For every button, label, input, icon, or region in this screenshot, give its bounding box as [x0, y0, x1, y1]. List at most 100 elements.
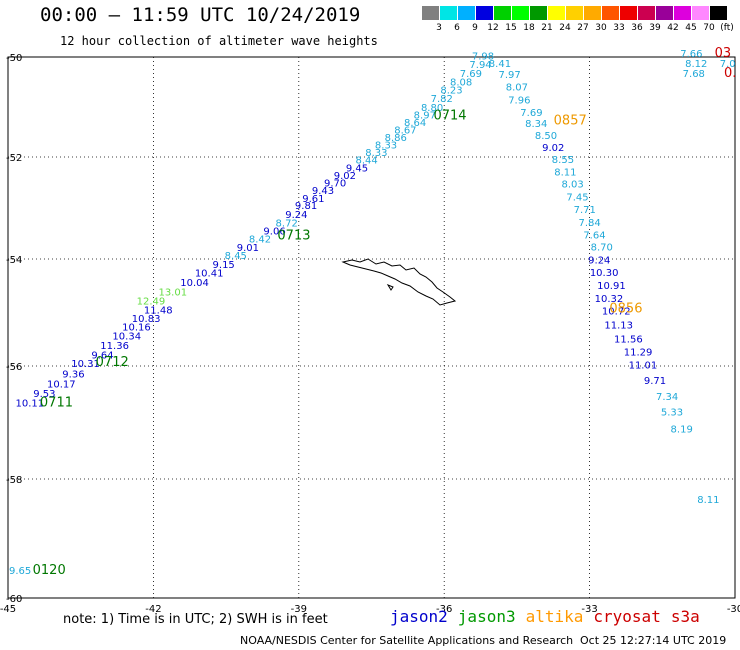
islet-outline [386, 283, 394, 291]
wave-height-value: 10.32 [595, 294, 624, 305]
color-scale-label: (ft) [720, 23, 734, 33]
track-time-label: 0856 [609, 302, 642, 317]
wave-height-value: 9.02 [334, 171, 356, 182]
color-scale-label: 24 [559, 23, 571, 33]
satellite-legend: jason2 jason3 altika cryosat s3a [390, 607, 710, 626]
wave-height-value: 10.04 [180, 278, 209, 289]
wave-height-value: 8.19 [671, 425, 693, 436]
color-scale-label: 27 [577, 23, 589, 33]
wave-height-value: 8.11 [554, 167, 576, 178]
page-title: 00:00 — 11:59 UTC 10/24/2019 [40, 4, 361, 26]
lat-tick-label: -60 [6, 594, 22, 605]
wave-height-value: 8.07 [506, 83, 528, 94]
color-scale-label: 3 [436, 23, 442, 33]
wave-height-value: 9.71 [644, 376, 666, 387]
track-time-label: 0711 [40, 396, 73, 411]
color-scale-label: 21 [541, 23, 553, 33]
color-swatch [620, 6, 637, 20]
wave-height-value: 7.64 [583, 231, 605, 242]
wave-height-value: 9.01 [237, 243, 259, 254]
wave-height-value: 8.64 [404, 118, 426, 129]
lat-tick-label: -56 [6, 362, 22, 373]
color-swatch [674, 6, 691, 20]
wave-height-value: 7.82 [431, 94, 453, 105]
wave-height-value: 9.61 [302, 194, 324, 205]
color-swatch [602, 6, 619, 20]
lat-tick-label: -54 [6, 255, 22, 266]
wave-height-value: 13.01 [158, 287, 187, 298]
wave-height-value: 9.53 [33, 389, 55, 400]
wave-height-value: 9.15 [213, 260, 235, 271]
wave-height-value: 10.31 [71, 359, 100, 370]
color-swatch [710, 6, 727, 20]
footer-timestamp: Oct 25 12:27:14 UTC 2019 [580, 634, 727, 647]
color-scale-label: 12 [487, 23, 499, 33]
color-swatch [530, 6, 547, 20]
wave-height-value: 12.49 [137, 296, 166, 307]
track-time-label: 0120 [33, 563, 66, 578]
wave-height-value: 10.30 [590, 268, 619, 279]
color-scale-label: 15 [505, 23, 517, 33]
color-scale-label: 45 [685, 23, 697, 33]
lat-tick-label: -52 [6, 153, 22, 164]
color-scale-label: 39 [649, 23, 661, 33]
wave-height-value: 8.41 [489, 59, 511, 70]
color-scale-label: 18 [523, 23, 535, 33]
wave-height-value: 8.33 [375, 141, 397, 152]
color-swatch [656, 6, 673, 20]
wave-height-value: 11.56 [614, 334, 643, 345]
wave-height-value: 7.97 [498, 70, 520, 81]
map-frame [7, 56, 736, 599]
wave-height-value: 7.84 [578, 218, 600, 229]
page-subtitle: 12 hour collection of altimeter wave hei… [60, 34, 378, 48]
wave-height-value: 7.66 [680, 49, 702, 60]
lat-tick-label: -58 [6, 475, 22, 486]
wave-height-value: 10.34 [112, 331, 141, 342]
wave-height-value: 10.16 [122, 323, 151, 334]
track-time-label: 0713 [277, 229, 310, 244]
satellite-legend-s3a: s3a [670, 607, 700, 626]
wave-height-value: 7.96 [508, 96, 530, 107]
wave-height-value: 8.03 [562, 180, 584, 191]
wave-height-value: 11.36 [100, 341, 129, 352]
satellite-legend-cryosat: cryosat [593, 607, 661, 626]
legend-note: note: 1) Time is in UTC; 2) SWH is in fe… [63, 612, 328, 627]
wave-height-value: 7.71 [574, 205, 596, 216]
wave-height-value: 7.68 [683, 69, 705, 80]
wave-height-value: 9.64 [91, 351, 113, 362]
track-time-label: 0857 [554, 114, 587, 129]
color-swatch [512, 6, 529, 20]
lon-tick-label: -42 [145, 604, 161, 615]
track-time-label: 0714 [433, 109, 466, 124]
color-swatch [584, 6, 601, 20]
color-scale-label: 42 [667, 23, 679, 33]
color-swatch [494, 6, 511, 20]
wave-height-value: 9.02 [542, 143, 564, 154]
color-swatch [692, 6, 709, 20]
footer-credit: NOAA/NESDIS Center for Satellite Applica… [240, 634, 574, 647]
color-swatch [422, 6, 439, 20]
wave-height-value: 9.36 [62, 369, 84, 380]
wave-height-value: 7.34 [656, 392, 678, 403]
wave-height-value: 7.45 [566, 192, 588, 203]
lon-tick-label: -33 [581, 604, 597, 615]
wave-height-value: 9.06 [263, 227, 285, 238]
color-swatch [638, 6, 655, 20]
color-scale-label: 9 [472, 23, 478, 33]
wave-height-value: 11.01 [629, 360, 658, 371]
south-georgia-coastline [341, 258, 457, 306]
color-swatch [440, 6, 457, 20]
wave-height-value: 8.72 [276, 218, 298, 229]
lon-tick-label: -36 [436, 604, 452, 615]
wave-height-value: 10.91 [597, 281, 626, 292]
satellite-legend-altika: altika [525, 607, 584, 626]
color-scale-label: 6 [454, 23, 460, 33]
wave-height-value: 9.24 [588, 255, 610, 266]
wave-height-value: 8.44 [356, 156, 378, 167]
wave-height-value: 8.50 [535, 131, 557, 142]
track-time-label: 03 [715, 46, 732, 61]
lat-tick-label: -50 [6, 53, 22, 64]
wave-height-value: 11.48 [144, 306, 173, 317]
track-time-label: 0712 [96, 355, 129, 370]
